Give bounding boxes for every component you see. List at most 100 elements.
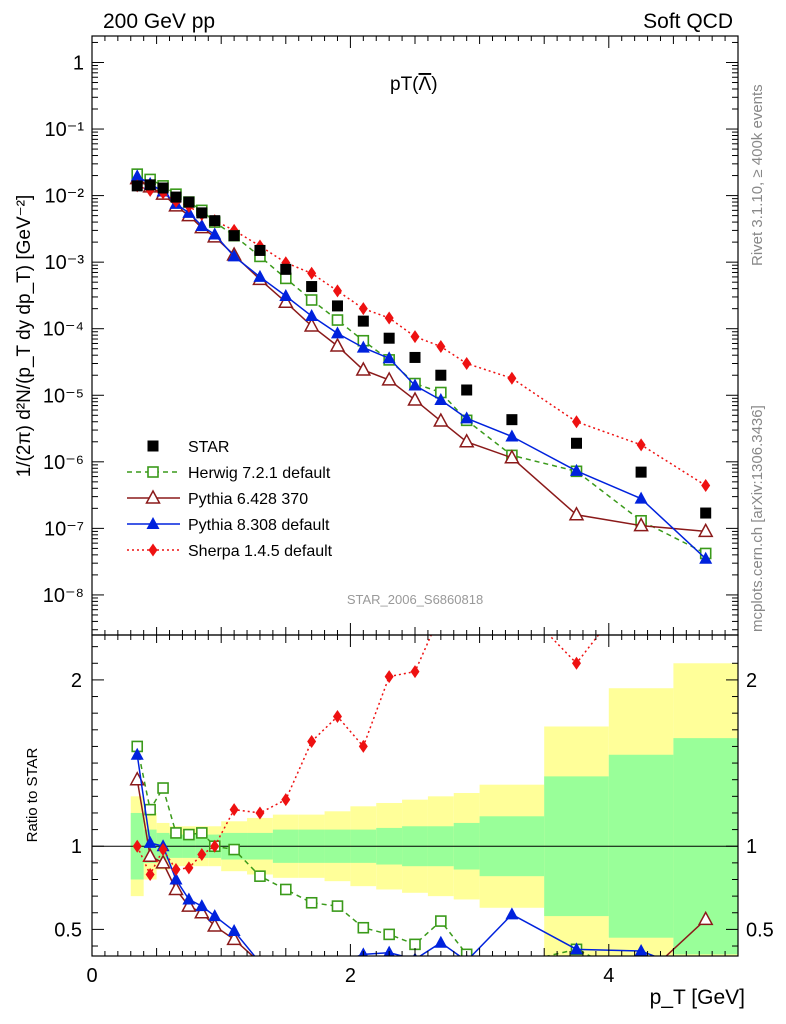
ratio-point-pythia8-4 — [182, 892, 196, 905]
legend-entry-pythia8: Pythia 8.308 default — [127, 517, 330, 534]
plot-title-suffix: ) — [431, 74, 437, 95]
ratio-point-pythia6-10 — [305, 969, 318, 981]
ratio-point-herwig-12 — [357, 921, 370, 934]
point-star-8 — [254, 244, 266, 256]
ratio-point-pythia6-9 — [279, 964, 292, 976]
point-star-20 — [700, 507, 712, 519]
point-pythia8-9 — [279, 289, 293, 302]
ratio-point-herwig-8 — [254, 870, 266, 882]
main-ytick-label: 10⁻⁷ — [44, 518, 84, 540]
ratio-point-pythia8-20 — [699, 969, 712, 981]
ratio-point-pythia6-7 — [226, 930, 242, 946]
header-left: 200 GeV pp — [103, 10, 215, 33]
ratio-point-pythia8-7 — [227, 924, 241, 937]
ratio-point-herwig-2 — [157, 782, 169, 794]
point-star-19 — [635, 466, 647, 478]
ratio-point-sherpa-4 — [184, 861, 194, 875]
point-sherpa-14 — [410, 330, 420, 344]
point-pythia6-15 — [433, 412, 449, 427]
ratio-point-herwig-13 — [383, 928, 395, 941]
ratio-point-herwig-11 — [331, 900, 344, 912]
x-tick-label: 0 — [86, 965, 97, 987]
point-star-12 — [357, 315, 369, 327]
ratio-point-herwig-1 — [144, 803, 156, 816]
main-ytick-label: 10⁻⁴ — [43, 319, 84, 341]
plot-title-prefix: pT( — [390, 74, 419, 95]
ratio-point-pythia8-18 — [570, 942, 583, 955]
point-star-17 — [506, 414, 518, 426]
rivet-label: Rivet 3.1.10, ≥ 400k events — [749, 84, 766, 266]
ratio-point-pythia8-13 — [383, 945, 395, 956]
point-herwig-9 — [279, 272, 292, 285]
series-star — [131, 179, 712, 519]
point-star-15 — [435, 369, 447, 381]
point-sherpa-11 — [332, 284, 342, 298]
point-pythia8-20 — [699, 551, 713, 564]
ratio-point-pythia8-19 — [634, 944, 648, 956]
header-right: Soft QCD — [643, 10, 733, 33]
ratio-point-pythia8-9 — [279, 962, 292, 974]
point-pythia8-15 — [434, 392, 448, 405]
ratio-uncertainty-bands — [92, 663, 738, 956]
plot-title-symbol: Λ — [419, 74, 432, 95]
ratio-point-pythia6-5 — [194, 904, 210, 919]
ratio-point-sherpa-2 — [158, 843, 168, 857]
ratio-point-pythia8-10 — [305, 959, 318, 971]
ratio-point-pythia6-17 — [505, 972, 518, 984]
point-pythia6-14 — [407, 391, 423, 406]
point-pythia6-9 — [278, 293, 294, 308]
ratio-point-pythia6-18 — [570, 986, 583, 998]
analysis-watermark: STAR_2006_S6860818 — [347, 592, 483, 607]
ratio-point-pythia6-1 — [142, 847, 158, 862]
point-sherpa-15 — [436, 340, 446, 354]
ratio-line-pythia8 — [136, 754, 657, 956]
point-pythia8-19 — [634, 491, 648, 504]
legend-label-pythia6: Pythia 6.428 370 — [188, 491, 308, 508]
point-sherpa-13 — [384, 311, 394, 325]
ratio-series-sherpa — [132, 607, 600, 882]
point-star-11 — [331, 300, 343, 312]
point-star-4 — [183, 196, 195, 208]
ratio-point-herwig-15 — [435, 915, 447, 927]
point-pythia6-16 — [458, 433, 475, 448]
ratio-point-herwig-17 — [507, 959, 517, 969]
point-sherpa-16 — [462, 357, 472, 371]
legend-marker-pythia6 — [145, 489, 161, 504]
legend: STAR Herwig 7.2.1 default Pythia 6.428 370… — [127, 439, 333, 560]
point-star-13 — [383, 332, 395, 344]
ratio-ytick-label-left: 1 — [71, 836, 82, 858]
ratio-point-pythia6-11 — [331, 974, 344, 986]
main-ytick-label: 10⁻² — [45, 186, 85, 208]
ratio-ytick-label-left: 0.5 — [54, 919, 82, 941]
ratio-point-pythia6-4 — [181, 897, 197, 912]
ratio-point-pythia8-3 — [169, 872, 183, 885]
mcplots-label: mcplots.cern.ch [arXiv:1306.3436] — [749, 405, 766, 632]
ratio-point-sherpa-3 — [171, 863, 181, 877]
ratio-point-sherpa-15 — [436, 607, 445, 620]
legend-entry-sherpa: Sherpa 1.4.5 default — [127, 543, 333, 560]
ratio-point-sherpa-9 — [281, 793, 291, 807]
legend-label-herwig: Herwig 7.2.1 default — [188, 465, 331, 482]
plot-title: pT(Λ) — [390, 74, 438, 95]
ratio-point-pythia6-19 — [635, 972, 648, 984]
ratio-point-sherpa-11 — [332, 709, 342, 723]
point-star-7 — [228, 230, 240, 242]
point-pythia8-13 — [382, 351, 396, 364]
point-pythia8-18 — [570, 463, 583, 476]
point-star-5 — [196, 207, 208, 219]
point-pythia8-14 — [408, 378, 422, 391]
ratio-point-pythia8-1 — [143, 835, 157, 848]
ratio-point-sherpa-13 — [384, 670, 394, 684]
ratio-point-pythia8-5 — [195, 899, 209, 912]
ratio-point-herwig-10 — [305, 896, 318, 909]
point-star-16 — [461, 384, 473, 396]
ratio-point-sherpa-18 — [572, 656, 581, 670]
ratio-point-sherpa-6 — [210, 839, 220, 853]
legend-label-sherpa: Sherpa 1.4.5 default — [188, 543, 333, 560]
ratio-point-pythia6-15 — [434, 976, 447, 988]
ratio-point-pythia8-8 — [259, 955, 261, 956]
point-pythia6-19 — [633, 517, 649, 532]
legend-entry-herwig: Herwig 7.2.1 default — [127, 465, 331, 482]
ratio-point-pythia8-17 — [505, 907, 519, 920]
ratio-point-pythia8-11 — [337, 955, 338, 956]
